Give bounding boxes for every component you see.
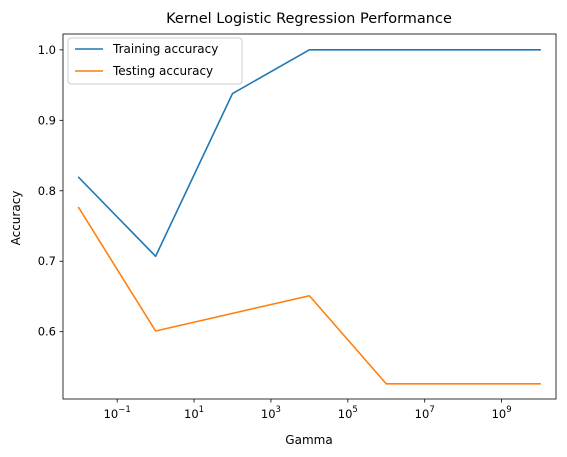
x-tick-label: 103 bbox=[261, 405, 281, 421]
series-group bbox=[77, 49, 541, 385]
x-axis-label: Gamma bbox=[285, 433, 332, 447]
series-line-testing bbox=[77, 206, 541, 385]
legend-label: Testing accuracy bbox=[112, 64, 213, 78]
y-tick-label: 0.7 bbox=[38, 254, 56, 268]
series-line-training bbox=[77, 49, 541, 258]
y-tick-label: 0.6 bbox=[38, 325, 56, 339]
y-tick-label: 0.8 bbox=[38, 184, 56, 198]
legend-label: Training accuracy bbox=[112, 42, 218, 56]
x-tick-label: 105 bbox=[338, 405, 358, 421]
x-tick-label: 101 bbox=[184, 405, 204, 421]
chart-title: Kernel Logistic Regression Performance bbox=[166, 11, 452, 27]
x-tick-label: 107 bbox=[415, 405, 435, 421]
legend-box bbox=[67, 37, 243, 85]
x-tick-label: 10−1 bbox=[104, 405, 131, 421]
y-axis: 0.6 0.7 0.8 0.9 1.0 bbox=[38, 43, 63, 339]
x-tick-label: 109 bbox=[492, 405, 512, 421]
legend: Training accuracy Testing accuracy bbox=[67, 37, 243, 85]
y-tick-label: 0.9 bbox=[38, 113, 56, 127]
x-axis: 10−1 101 103 105 107 109 bbox=[104, 399, 512, 421]
plot-frame bbox=[62, 33, 557, 400]
y-axis-label: Accuracy bbox=[9, 191, 23, 246]
plot-area bbox=[62, 33, 557, 400]
y-tick-label: 1.0 bbox=[38, 43, 56, 57]
